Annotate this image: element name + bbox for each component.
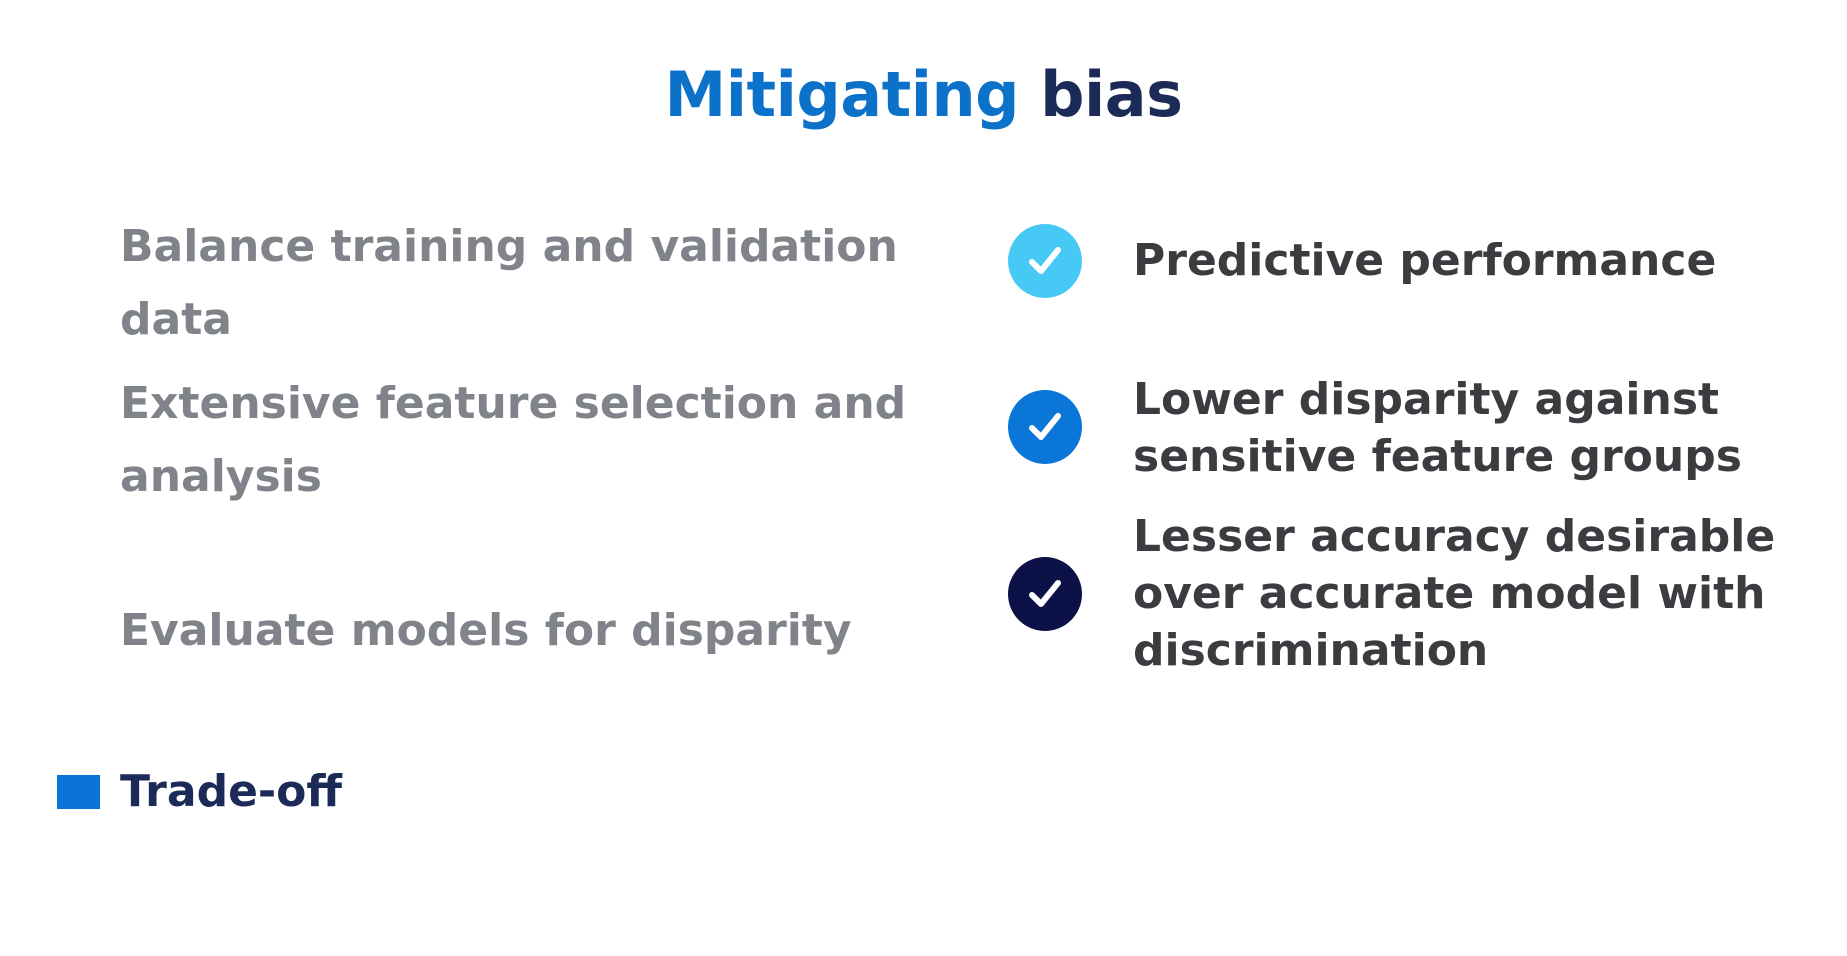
check-circle-icon	[1008, 557, 1082, 631]
check-circle-icon	[1008, 390, 1082, 464]
title-rest-word: bias	[1040, 58, 1183, 131]
left-item-evaluate-models: Evaluate models for disparity	[120, 605, 852, 656]
tradeoff-heading: Trade-off	[57, 755, 342, 828]
title-accent-word: Mitigating	[664, 58, 1020, 131]
slide-title: Mitigating bias	[0, 58, 1847, 132]
square-bullet-icon	[57, 774, 100, 809]
check-circle-icon	[1008, 224, 1082, 298]
right-item-lesser-accuracy: Lesser accuracy desirable over accurate …	[1133, 511, 1776, 676]
tradeoff-label: Trade-off	[120, 766, 343, 817]
left-item-feature-selection: Extensive feature selection and analysis	[120, 378, 907, 502]
right-item-lower-disparity: Lower disparity against sensitive featur…	[1133, 374, 1742, 482]
right-item-predictive-performance: Predictive performance	[1133, 235, 1717, 286]
left-item-balance-data: Balance training and validation data	[120, 221, 898, 345]
